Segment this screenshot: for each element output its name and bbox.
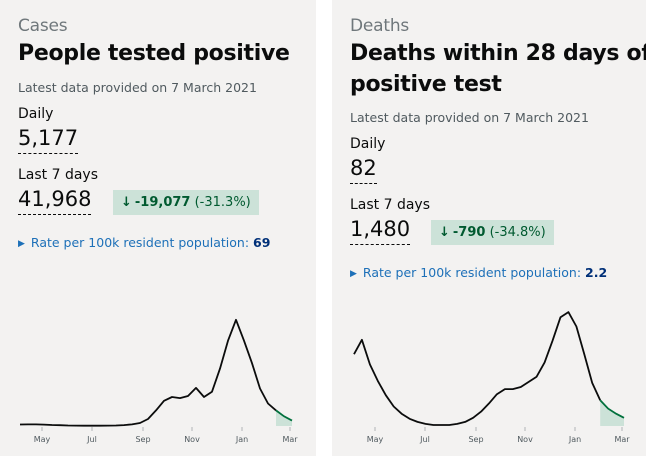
x-tick-label: Mar bbox=[282, 435, 298, 444]
last-7-days-label: Last 7 days bbox=[350, 197, 431, 213]
x-tick-label: Sep bbox=[135, 435, 150, 444]
card-title-line: Deaths within 28 days of bbox=[350, 41, 646, 66]
x-tick-label: Jul bbox=[86, 435, 97, 444]
x-tick-label: Nov bbox=[184, 435, 200, 444]
series-line bbox=[19, 318, 277, 427]
rate-label: Rate per 100k resident population: bbox=[30, 235, 250, 250]
last-updated: Latest data provided on 7 March 2021 bbox=[350, 110, 589, 125]
change-badge: ↓ -19,077 (-31.3%) bbox=[113, 190, 259, 215]
last-7-days-value[interactable]: 41,968 bbox=[18, 187, 92, 215]
rate-label: Rate per 100k resident population: bbox=[362, 265, 582, 280]
series-line-last-7-days bbox=[599, 399, 625, 419]
daily-label: Daily bbox=[350, 136, 386, 152]
card-title-line: positive test bbox=[350, 72, 502, 97]
arrow-down-icon: ↓ bbox=[121, 195, 132, 210]
x-tick-label: Jan bbox=[235, 435, 248, 444]
x-tick-label: May bbox=[34, 435, 51, 444]
cases-line-chart[interactable]: May Jul Sep Nov Jan Mar bbox=[0, 290, 316, 450]
daily-label: Daily bbox=[18, 106, 54, 122]
change-percent: (-31.3%) bbox=[194, 195, 251, 210]
x-tick-label: Sep bbox=[468, 435, 483, 444]
rate-toggle[interactable]: ▶ Rate per 100k resident population: 2.2 bbox=[350, 265, 607, 280]
rate-value: 2.2 bbox=[585, 265, 608, 280]
x-tick-label: Mar bbox=[614, 435, 630, 444]
series-line bbox=[353, 311, 602, 426]
last-7-days-value[interactable]: 1,480 bbox=[350, 217, 411, 245]
card-title-line: People tested positive bbox=[18, 41, 290, 66]
deaths-line-chart[interactable]: May Jul Sep Nov Jan Mar bbox=[332, 290, 646, 450]
change-value: -19,077 bbox=[134, 195, 191, 210]
card-title[interactable]: Deaths within 28 days of positive test bbox=[350, 38, 646, 100]
daily-value[interactable]: 82 bbox=[350, 156, 377, 184]
daily-value[interactable]: 5,177 bbox=[18, 126, 79, 154]
series-line-last-7-days bbox=[275, 409, 293, 422]
card-title[interactable]: People tested positive bbox=[18, 38, 290, 69]
last-updated: Latest data provided on 7 March 2021 bbox=[18, 80, 257, 95]
x-tick-label: Nov bbox=[517, 435, 533, 444]
arrow-down-icon: ↓ bbox=[439, 225, 450, 240]
change-badge: ↓ -790 (-34.8%) bbox=[431, 220, 554, 245]
x-tick-label: Jan bbox=[568, 435, 581, 444]
x-tick-label: Jul bbox=[419, 435, 430, 444]
rate-toggle[interactable]: ▶ Rate per 100k resident population: 69 bbox=[18, 235, 270, 250]
deaths-card: Deaths Deaths within 28 days of positive… bbox=[332, 0, 646, 456]
card-caption: Cases bbox=[18, 16, 68, 36]
rate-value: 69 bbox=[253, 235, 271, 250]
x-tick-label: May bbox=[367, 435, 384, 444]
last-7-days-label: Last 7 days bbox=[18, 167, 99, 183]
triangle-right-icon: ▶ bbox=[350, 269, 357, 279]
triangle-right-icon: ▶ bbox=[18, 239, 25, 249]
card-caption: Deaths bbox=[350, 16, 410, 36]
cases-card: Cases People tested positive Latest data… bbox=[0, 0, 316, 456]
change-percent: (-34.8%) bbox=[489, 225, 546, 240]
change-value: -790 bbox=[452, 225, 486, 240]
